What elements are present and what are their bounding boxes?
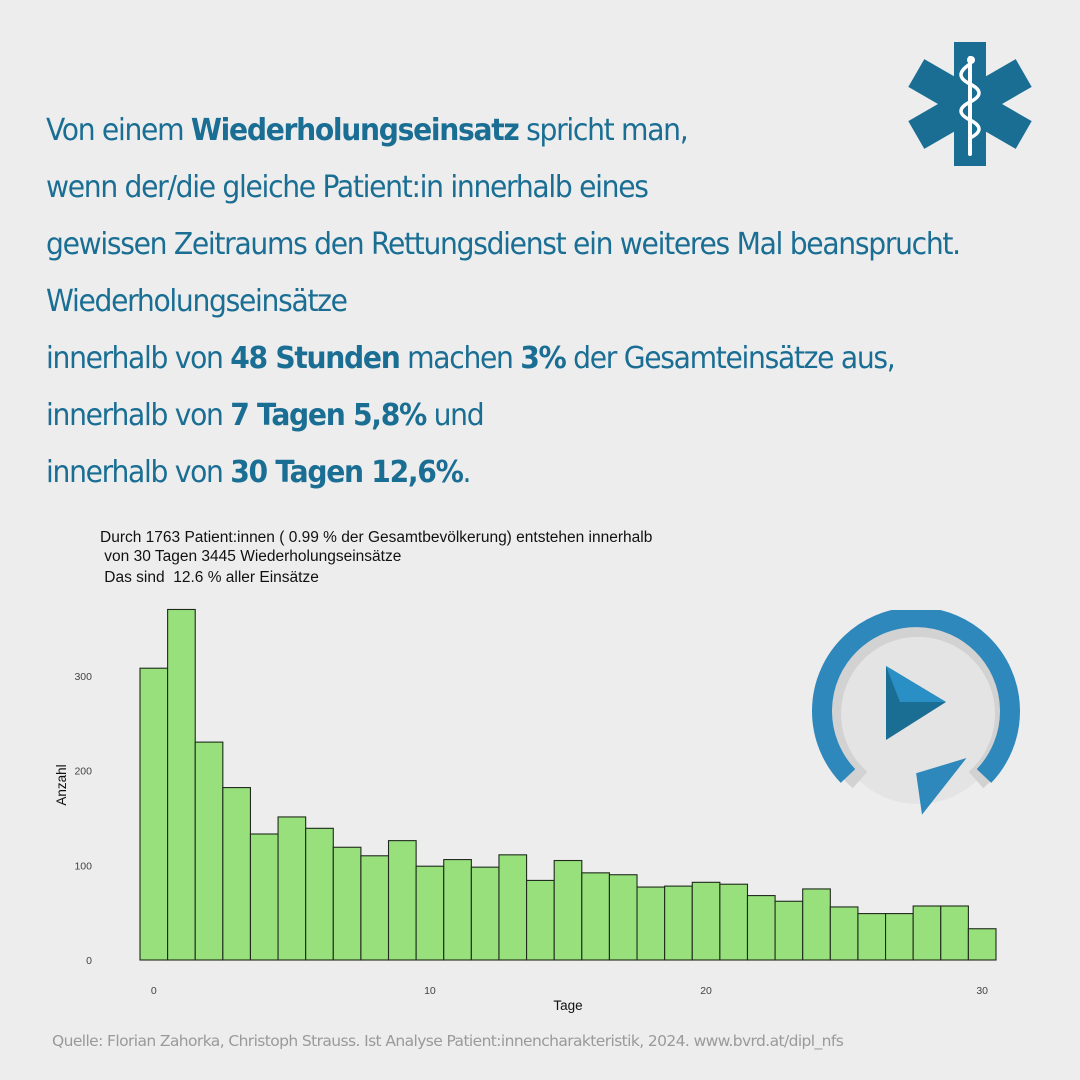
y-tick-label-200: 200	[74, 766, 92, 778]
headline-line-7: innerhalb von 30 Tagen 12,6%.	[46, 455, 472, 490]
headline-line-6: innerhalb von 7 Tagen 5,8% und	[46, 398, 485, 433]
bar-day-16	[581, 872, 610, 961]
x-tick-label-10: 10	[424, 985, 436, 997]
bar-day-1	[167, 608, 196, 961]
bar-day-21	[719, 883, 749, 961]
bar-day-19	[664, 885, 693, 961]
chart-title-line-1: Durch 1763 Patient:innen ( 0.99 % der Ge…	[100, 529, 652, 546]
headline-line-4: Wiederholungseinsätze	[46, 284, 348, 319]
headline-line-3: gewissen Zeitraums den Rettungsdienst ei…	[46, 227, 961, 262]
bar-day-9	[387, 840, 417, 961]
bar-day-8	[360, 855, 390, 961]
bar-day-10	[415, 865, 445, 961]
bar-day-24	[802, 888, 831, 961]
bar-day-26	[857, 913, 887, 961]
headline-line-1: Von einem Wiederholungseinsatz spricht m…	[46, 113, 689, 148]
star-of-life-icon	[908, 42, 1032, 166]
bar-day-30	[967, 928, 997, 961]
bar-day-3	[222, 787, 252, 961]
headline-line-5: innerhalb von 48 Stunden machen 3% der G…	[46, 341, 896, 376]
x-tick-label-30: 30	[976, 985, 988, 997]
bar-day-0	[139, 667, 169, 961]
y-tick-label-0: 0	[86, 955, 92, 967]
bar-day-22	[746, 895, 776, 961]
source-citation: Quelle: Florian Zahorka, Christoph Strau…	[52, 1032, 844, 1050]
y-tick-label-100: 100	[74, 860, 92, 872]
y-axis-ticks: 0 100 200 300	[74, 671, 92, 967]
headline: Von einem Wiederholungseinsatz spricht m…	[46, 102, 986, 501]
bar-day-7	[332, 846, 362, 961]
bar-day-18	[636, 886, 666, 961]
y-tick-label-300: 300	[74, 671, 92, 683]
x-tick-label-0: 0	[151, 985, 157, 997]
bar-day-27	[884, 913, 914, 961]
bar-day-20	[691, 881, 721, 961]
y-axis-label: Anzahl	[54, 764, 69, 805]
x-axis-label: Tage	[553, 998, 582, 1013]
bar-day-17	[608, 874, 638, 961]
bar-day-15	[553, 859, 583, 961]
chart-title-line-2: von 30 Tagen 3445 Wiederholungseinsätze	[100, 548, 401, 565]
bar-day-5	[277, 816, 307, 961]
x-axis-ticks: 0 10 20 30	[151, 985, 988, 997]
x-tick-label-20: 20	[700, 985, 712, 997]
bar-day-29	[940, 905, 969, 961]
bar-day-14	[526, 879, 555, 961]
bar-day-4	[249, 833, 279, 961]
headline-line-2: wenn der/die gleiche Patient:in innerhal…	[46, 170, 649, 205]
replay-icon	[812, 610, 1020, 815]
chart-title-line-3: Das sind 12.6 % aller Einsätze	[100, 569, 319, 586]
bar-day-11	[443, 859, 472, 961]
bar-day-2	[194, 741, 224, 961]
bar-day-25	[829, 906, 859, 961]
bar-day-23	[774, 900, 804, 961]
bar-day-13	[498, 854, 528, 961]
bar-day-6	[305, 827, 334, 961]
histogram-chart: Durch 1763 Patient:innen ( 0.99 % der Ge…	[54, 529, 997, 1013]
bar-day-12	[470, 866, 500, 961]
bar-day-28	[912, 905, 942, 961]
chart-bars	[139, 608, 997, 961]
